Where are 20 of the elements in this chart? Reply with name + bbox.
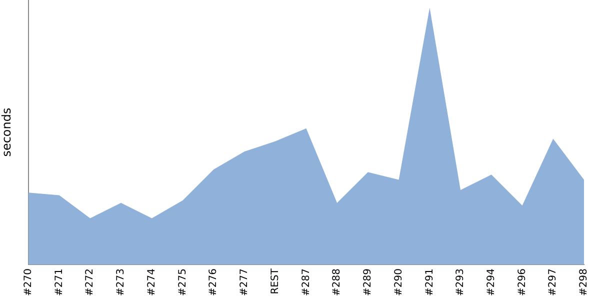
- x-tick-label: #270: [22, 268, 34, 296]
- x-tick-label: #298: [578, 268, 590, 296]
- x-tick-label: #289: [362, 268, 374, 296]
- x-tick-label: #291: [424, 268, 436, 296]
- x-tick-label: #272: [84, 268, 96, 296]
- x-tick-label: REST: [270, 268, 281, 294]
- x-tick-label: #273: [116, 268, 127, 296]
- x-tick-label: #293: [455, 268, 466, 296]
- x-tick-label: #288: [332, 268, 343, 296]
- x-tick-label: #271: [54, 268, 65, 296]
- x-tick-label: #294: [486, 268, 497, 296]
- x-tick-label: #290: [393, 268, 404, 296]
- y-axis-title: seconds: [0, 108, 14, 157]
- x-tick-label: #274: [146, 268, 158, 296]
- x-tick-label: #276: [208, 268, 220, 296]
- x-tick-label: #297: [548, 268, 559, 296]
- x-tick-label: #287: [300, 268, 312, 296]
- x-tick-label: #296: [516, 268, 528, 296]
- x-tick-label: #275: [177, 268, 188, 296]
- x-tick-label: #277: [239, 268, 250, 296]
